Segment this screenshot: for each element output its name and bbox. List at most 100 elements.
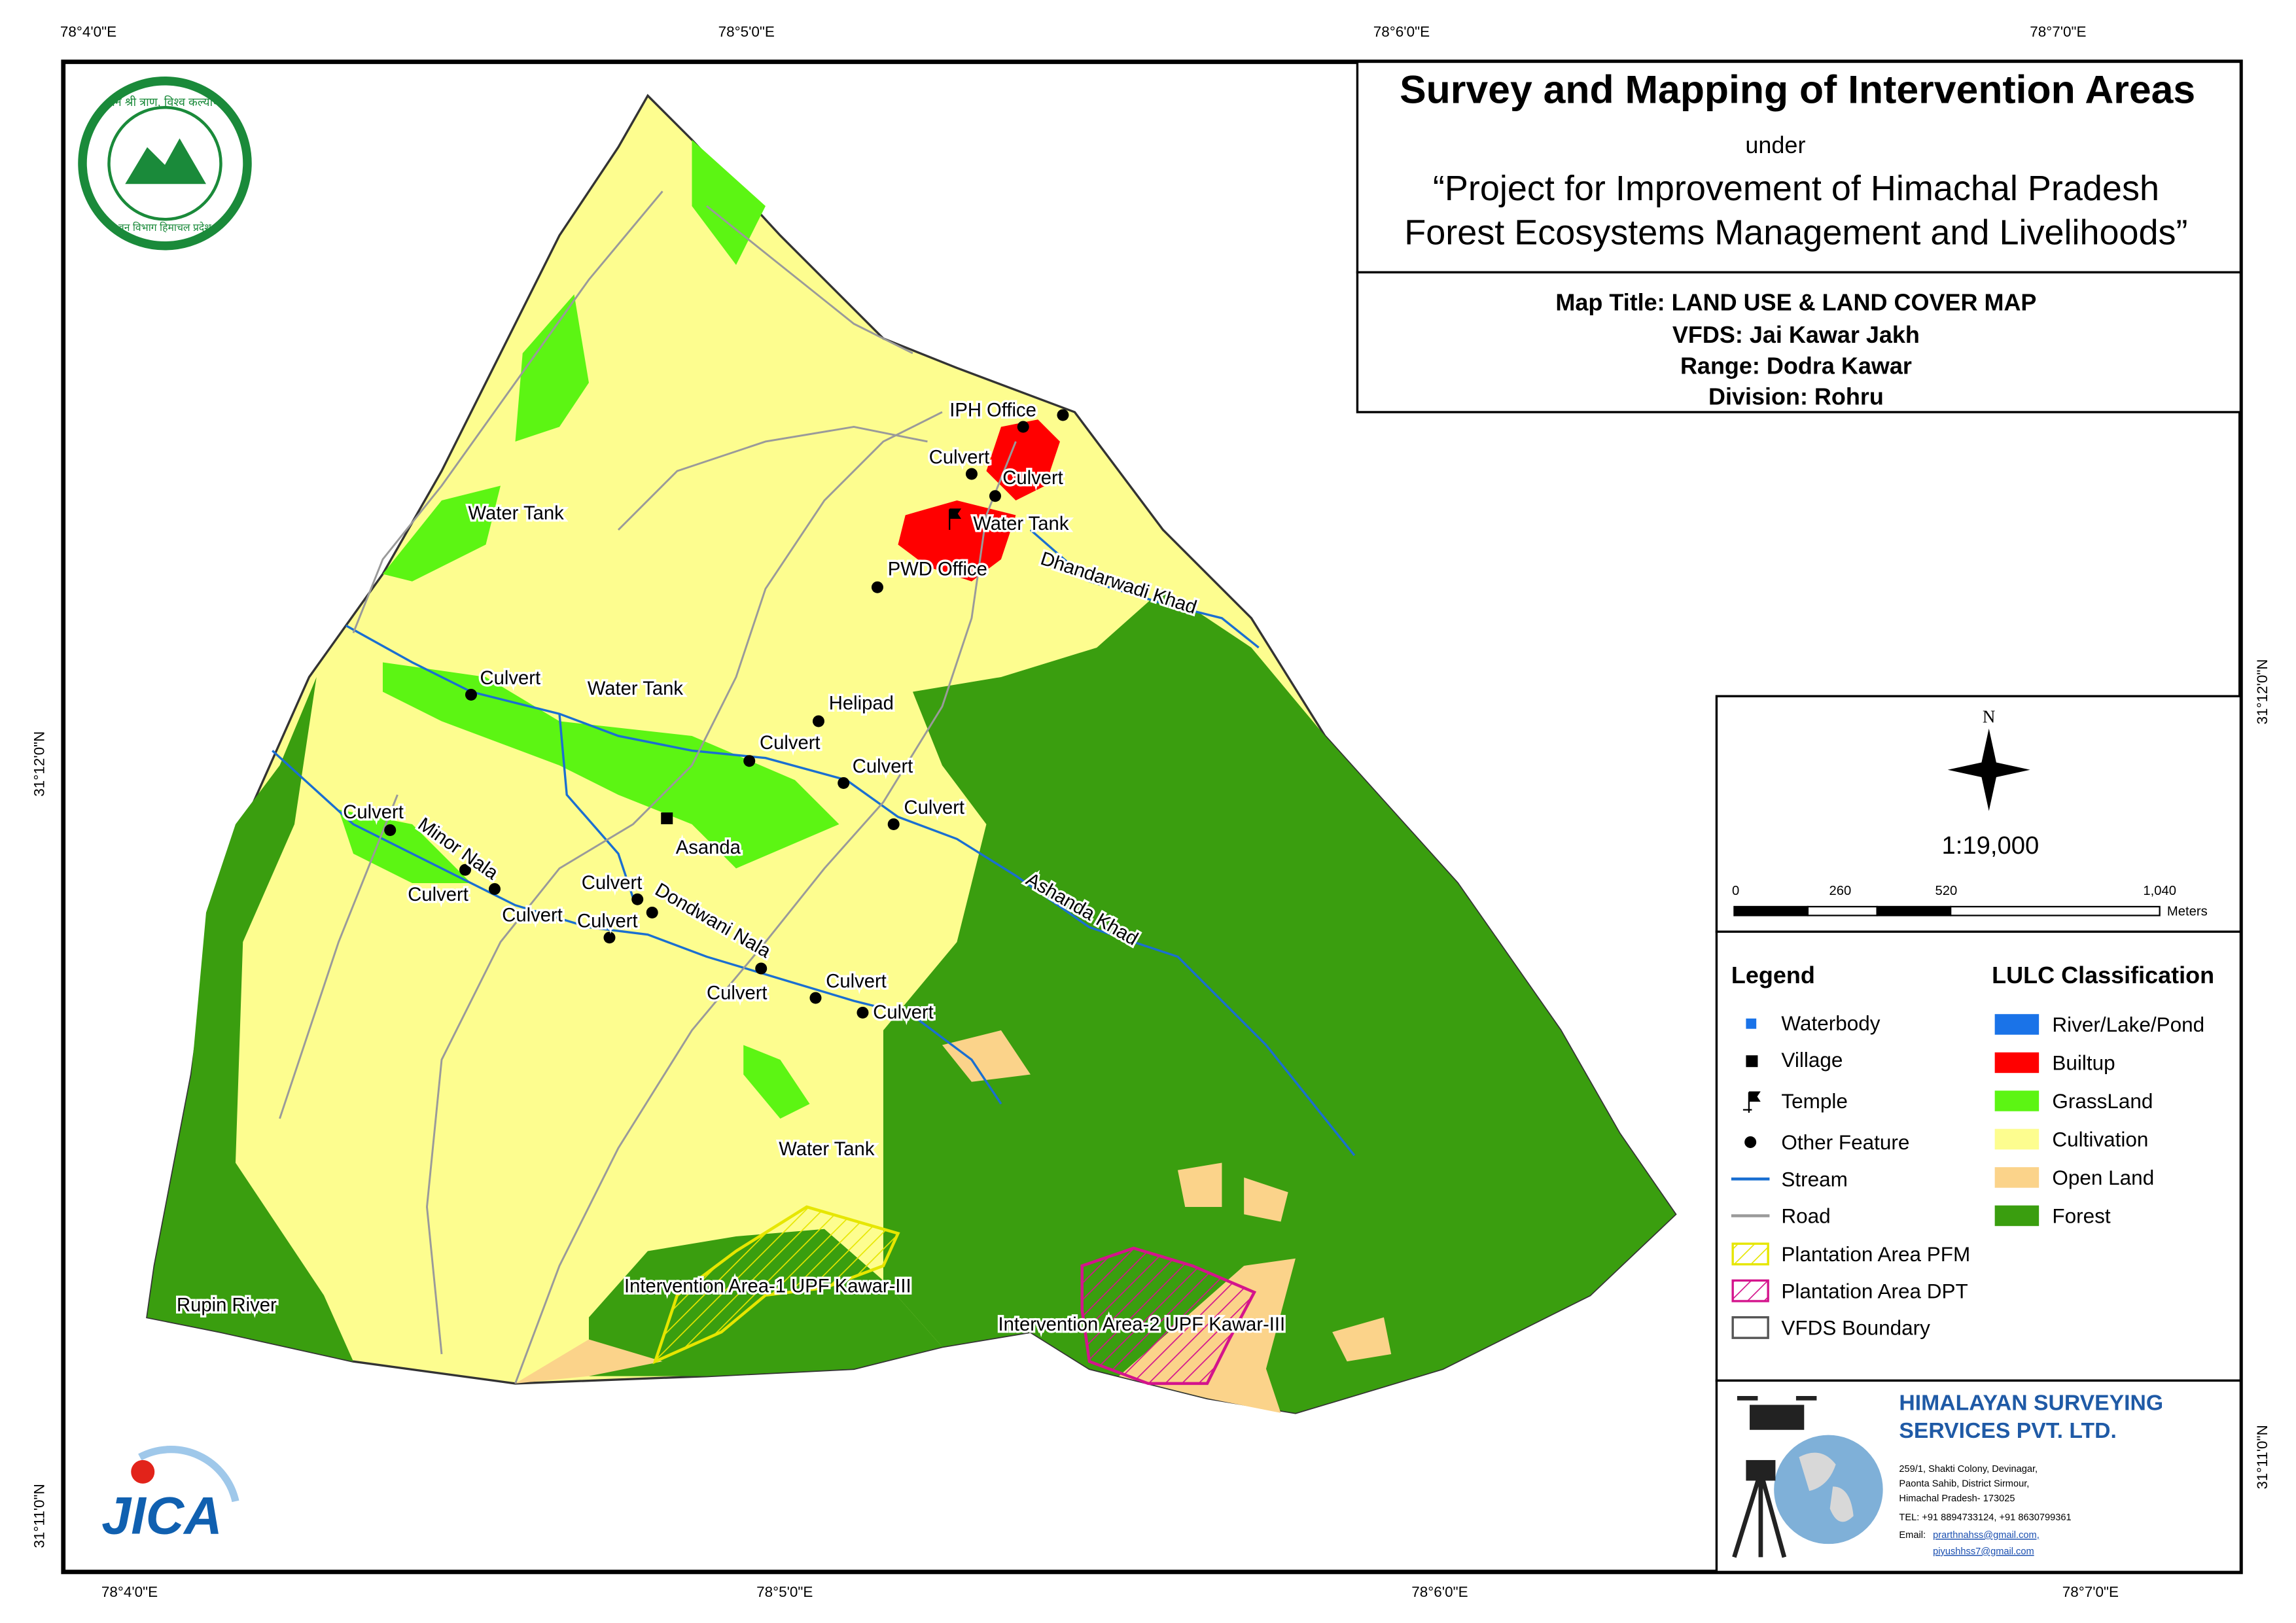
map-info: Map Title: LAND USE & LAND COVER MAP: [1555, 289, 2036, 316]
forest: [883, 588, 1676, 1413]
scale-block: N 1:19,000 0 260 520 1,040 Meters: [1715, 695, 2242, 933]
lon-label: 78°6'0"E: [1373, 24, 1430, 40]
scale-ratio: 1:19,000: [1941, 831, 2039, 860]
map-label: Water Tank: [468, 503, 564, 524]
lulc-item: GrassLand: [2052, 1089, 2153, 1113]
project-title: “Project for Improvement of Himachal Pra…: [1433, 169, 2159, 208]
map-info: Range: Dodra Kawar: [1680, 352, 1912, 379]
stream: [558, 714, 635, 898]
map-label: Rupin River: [177, 1295, 277, 1316]
map-label: Culvert: [343, 802, 404, 823]
map-label: Intervention Area-1 UPF Kawar-III: [624, 1276, 911, 1297]
temple-point: [949, 508, 962, 530]
lulc-swatch: [1994, 1205, 2040, 1227]
company-name: HIMALAYAN SURVEYING: [1899, 1390, 2163, 1415]
feature-point: [755, 962, 768, 975]
open-land: [1332, 1317, 1392, 1362]
map-label: Culvert: [929, 447, 990, 468]
map-label: Water Tank: [779, 1139, 875, 1160]
scale-tick: 1,040: [2143, 884, 2176, 898]
company-name: SERVICES PVT. LTD.: [1899, 1418, 2116, 1443]
legend-item: Plantation Area PFM: [1781, 1242, 1970, 1266]
road: [426, 411, 943, 1355]
open-land: [1244, 1177, 1288, 1222]
map-label: Culvert: [582, 873, 643, 894]
map-label: Culvert: [408, 884, 468, 905]
legend-symbol: [1744, 1136, 1757, 1148]
subtitle: under: [1745, 131, 1805, 158]
legend-item: Stream: [1781, 1167, 1847, 1191]
map-label: Culvert: [577, 911, 638, 932]
company-email: piyushhss7@gmail.com: [1933, 1546, 2034, 1557]
road: [352, 190, 663, 634]
lon-label: 78°4'0"E: [60, 24, 116, 40]
roads: [279, 190, 1017, 1384]
grassland: [382, 662, 839, 869]
logo-text: वन श्री त्राण, विश्व कल्याण: [109, 95, 222, 109]
grassland: [692, 139, 766, 265]
north-arrow: [1947, 728, 2030, 811]
grassland: [382, 485, 501, 582]
feature-point: [488, 882, 501, 895]
feature-point: [965, 468, 978, 480]
legend-item: Temple: [1781, 1089, 1847, 1113]
lon-label: 78°5'0"E: [718, 24, 775, 40]
feature-point: [743, 755, 756, 767]
company-address: Paonta Sahib, District Sirmour,: [1899, 1478, 2029, 1489]
title-block: Survey and Mapping of Intervention Areas…: [1356, 60, 2242, 413]
lat-label: 31°11'0"N: [31, 1484, 48, 1548]
road: [706, 205, 913, 355]
legend-symbol: [1746, 1055, 1758, 1068]
legend-symbol: [1746, 1018, 1757, 1029]
features: [384, 409, 1069, 1019]
company-email: prarthnahss@gmail.com,: [1933, 1530, 2040, 1541]
lulc-item: Open Land: [2052, 1166, 2154, 1189]
road: [617, 425, 928, 531]
logo-text: वन विभाग हिमाचल प्रदेश: [118, 221, 211, 234]
legend-title: Legend: [1731, 962, 1815, 988]
company-block: HIMALAYAN SURVEYING SERVICES PVT. LTD. 2…: [1715, 1379, 2242, 1573]
lon-label: 78°7'0"E: [2062, 1584, 2119, 1600]
legend: Legend LULC Classification Waterbody Vil…: [1715, 930, 2242, 1382]
open-land: [515, 1339, 663, 1384]
lat-label: 31°12'0"N: [2254, 659, 2270, 724]
lulc-item: River/Lake/Pond: [2052, 1013, 2204, 1036]
forest: [147, 676, 353, 1362]
lulc-swatch: [1994, 1128, 2040, 1150]
open-land: [1177, 1162, 1222, 1207]
map-label: Culvert: [480, 668, 540, 689]
lulc-swatch: [1994, 1167, 2040, 1188]
map-label: IPH Office: [949, 400, 1036, 421]
village-point: [661, 812, 673, 824]
plantation-dpt: [1080, 1246, 1257, 1386]
legend-item: Plantation Area DPT: [1781, 1279, 1968, 1302]
map-label: Water Tank: [588, 678, 684, 699]
grassland: [743, 1045, 810, 1119]
legend-item: Waterbody: [1781, 1011, 1880, 1035]
lon-label: 78°6'0"E: [1411, 1584, 1468, 1600]
lulc-item: Builtup: [2052, 1051, 2115, 1075]
logo-text: JICA: [101, 1486, 222, 1545]
legend-item: Village: [1781, 1048, 1843, 1072]
map-label: Culvert: [707, 983, 768, 1004]
map-label: Culvert: [826, 971, 887, 992]
lulc-swatch: [1994, 1052, 2040, 1073]
lat-label: 31°12'0"N: [31, 731, 48, 797]
legend-symbol: [1731, 1242, 1769, 1266]
stream: [1029, 529, 1260, 649]
grassland: [515, 294, 589, 442]
legend-item: VFDS Boundary: [1781, 1316, 1930, 1340]
map-info: Division: Rohru: [1708, 383, 1884, 410]
feature-point: [857, 1006, 869, 1019]
map-label: Culvert: [853, 756, 913, 777]
feature-point: [989, 490, 1001, 502]
lulc-swatch: [1994, 1091, 2040, 1111]
lon-label: 78°4'0"E: [101, 1584, 158, 1600]
feature-point: [459, 864, 471, 876]
scale-tick: 520: [1935, 884, 1958, 898]
lon-label: 78°7'0"E: [2030, 24, 2086, 40]
open-land: [942, 1030, 1031, 1082]
road: [514, 441, 1017, 1384]
feature-point: [465, 688, 477, 701]
feature-point: [838, 777, 850, 789]
